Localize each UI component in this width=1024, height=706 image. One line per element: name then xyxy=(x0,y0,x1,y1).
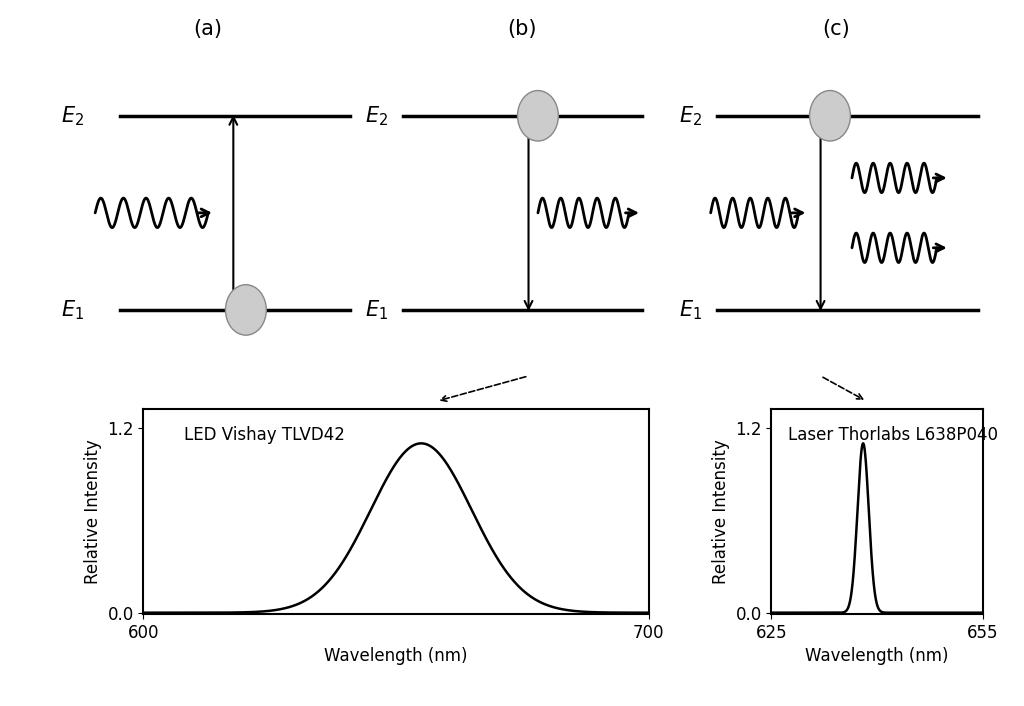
Y-axis label: Relative Intensity: Relative Intensity xyxy=(84,439,101,585)
Text: $E_1$: $E_1$ xyxy=(60,298,84,322)
Text: (a): (a) xyxy=(194,19,222,39)
Text: (c): (c) xyxy=(822,19,850,39)
Text: Laser Thorlabs L638P040: Laser Thorlabs L638P040 xyxy=(788,426,998,444)
Text: LED Vishay TLVD42: LED Vishay TLVD42 xyxy=(183,426,345,444)
Text: $E_2$: $E_2$ xyxy=(679,104,702,128)
Text: $E_1$: $E_1$ xyxy=(679,298,702,322)
Y-axis label: Relative Intensity: Relative Intensity xyxy=(712,439,730,585)
Circle shape xyxy=(810,90,850,141)
Text: $E_2$: $E_2$ xyxy=(60,104,84,128)
Text: (b): (b) xyxy=(508,19,537,39)
Text: $E_2$: $E_2$ xyxy=(366,104,388,128)
X-axis label: Wavelength (nm): Wavelength (nm) xyxy=(325,647,468,666)
Text: $E_1$: $E_1$ xyxy=(366,298,388,322)
Circle shape xyxy=(517,90,558,141)
X-axis label: Wavelength (nm): Wavelength (nm) xyxy=(806,647,949,666)
Circle shape xyxy=(225,285,266,335)
